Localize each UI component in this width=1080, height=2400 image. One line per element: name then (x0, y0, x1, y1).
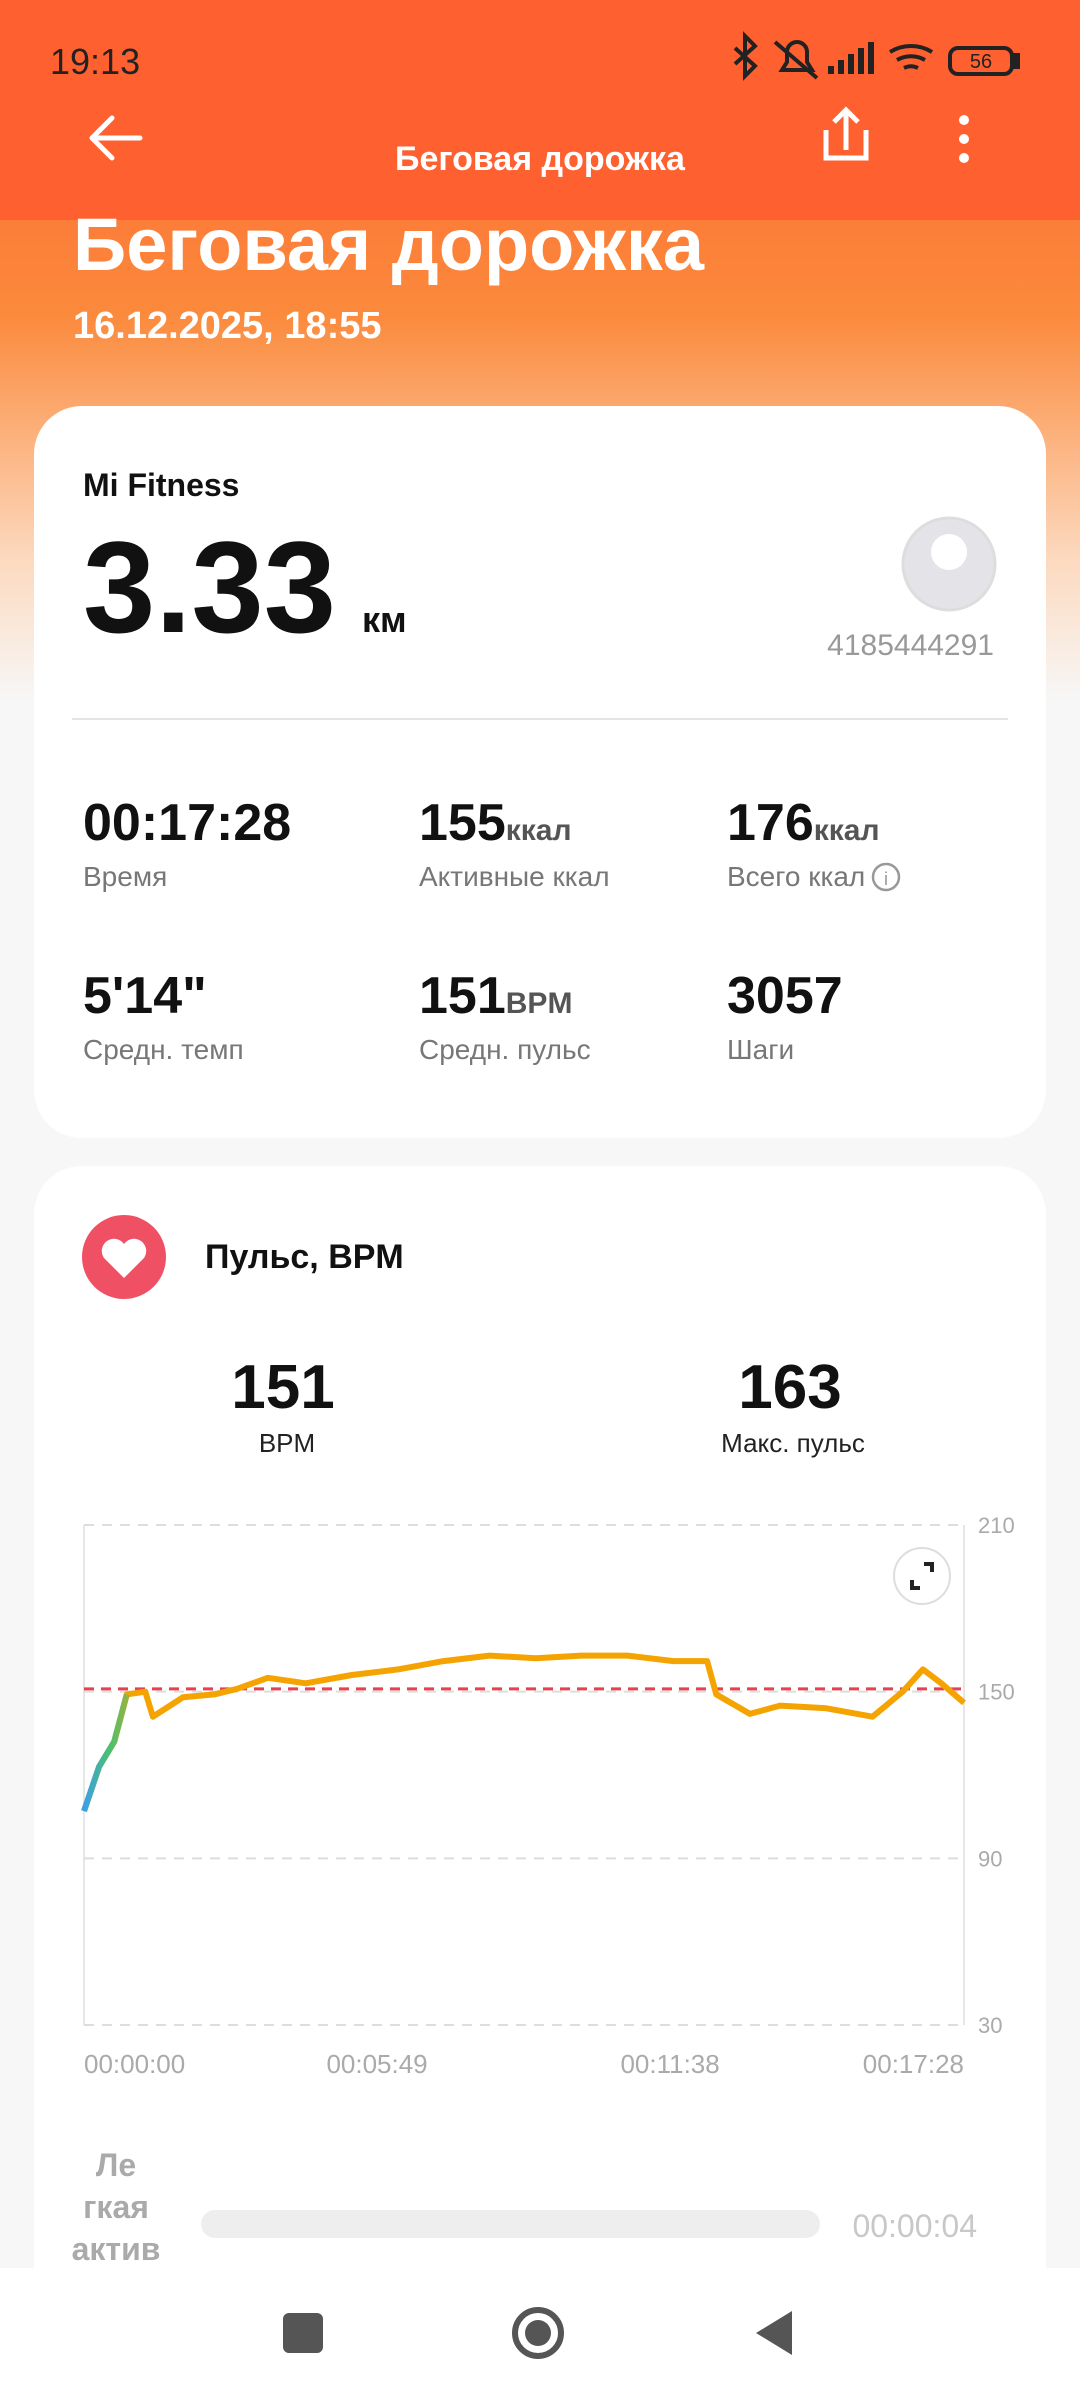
stat-label: Всего ккал (727, 861, 865, 892)
stat-label: Время (83, 861, 167, 892)
avg-heart-rate-label: BPM (259, 1428, 315, 1458)
home-button[interactable] (512, 2307, 564, 2359)
y-tick-label: 210 (978, 1513, 1015, 1538)
stat-label: Активные ккал (419, 861, 610, 892)
max-heart-rate: 163 (738, 1353, 841, 1422)
stat-value: 155ккал (419, 794, 572, 852)
stat-unit: ккал (506, 814, 572, 847)
heart-rate-line-start (81, 1693, 130, 1813)
stat-number: 00:17:28 (83, 794, 291, 852)
stat-number: 155 (419, 794, 506, 852)
zone-duration: 00:00:04 (852, 2208, 977, 2244)
share-button[interactable] (823, 106, 869, 161)
workout-date: 16.12.2025, 18:55 (73, 305, 382, 347)
stat-label: Шаги (727, 1034, 794, 1065)
avatar-head (931, 534, 967, 570)
stat-number: 3057 (727, 967, 843, 1025)
status-icons (733, 31, 1020, 81)
heart-rate-line (81, 1652, 966, 1813)
back-button[interactable] (89, 115, 143, 161)
heart-rate-card (34, 1166, 1046, 2326)
workout-title: Беговая дорожка (73, 203, 705, 286)
user-id: 4185444291 (827, 629, 994, 662)
stat-label: Средн. темп (83, 1034, 244, 1065)
stat-value: 151BPM (419, 967, 572, 1025)
info-icon[interactable] (871, 862, 901, 892)
info-glyph: i (884, 869, 888, 889)
zone-name: гкая (83, 2189, 149, 2225)
stat-unit: BPM (506, 987, 573, 1020)
stat-value: 5'14" (83, 967, 207, 1025)
stat-value: 176ккал (727, 794, 880, 852)
home-dot (525, 2320, 551, 2346)
heart-rate-chart: 210 150 90 30 00:00:00 00:05:49 00:11:38 00:17:… (81, 1513, 1015, 2079)
x-tick-label: 00:11:38 (620, 2049, 719, 2079)
source: Mi Fitness (83, 467, 239, 503)
clock: 19:13 (50, 41, 140, 82)
back-nav-button[interactable] (756, 2311, 792, 2355)
zone-bar-track (201, 2210, 820, 2238)
avg-heart-rate: 151 (231, 1353, 334, 1422)
stat-number: 176 (727, 794, 814, 852)
distance-unit: км (362, 599, 407, 640)
zone-name: актив (72, 2231, 161, 2267)
distance: 3.33 (83, 514, 336, 660)
x-tick-label: 00:00:00 (84, 2049, 185, 2079)
summary-card (34, 406, 1046, 1138)
menu-button[interactable] (959, 115, 969, 163)
heart-glyph (101, 1238, 147, 1278)
stat-value: 00:17:28 (83, 794, 291, 852)
toolbar (0, 0, 1080, 220)
max-heart-rate-label: Макс. пульс (721, 1428, 865, 1458)
zone-row: Ле гкая актив (72, 2147, 161, 2267)
y-tick-label: 30 (978, 2013, 1002, 2038)
stat-unit: ккал (814, 814, 880, 847)
stat-label: Средн. пульс (419, 1034, 591, 1065)
stat-number: 5'14" (83, 967, 207, 1025)
expand-button[interactable] (893, 1547, 951, 1605)
x-tick-label: 00:05:49 (326, 2049, 427, 2079)
battery-level: 56 (970, 51, 992, 73)
toolbar-title: Беговая дорожка (395, 140, 686, 178)
zone-name: Ле (96, 2147, 136, 2183)
y-tick-label: 90 (978, 1846, 1002, 1871)
recents-button[interactable] (283, 2313, 323, 2353)
stat-value: 3057 (727, 967, 843, 1025)
stat-number: 151 (419, 967, 506, 1025)
expand-glyph (910, 1562, 934, 1590)
x-tick-label: 00:17:28 (863, 2049, 964, 2079)
y-tick-label: 150 (978, 1680, 1015, 1705)
heart-rate-title: Пульс, BPM (205, 1238, 404, 1276)
